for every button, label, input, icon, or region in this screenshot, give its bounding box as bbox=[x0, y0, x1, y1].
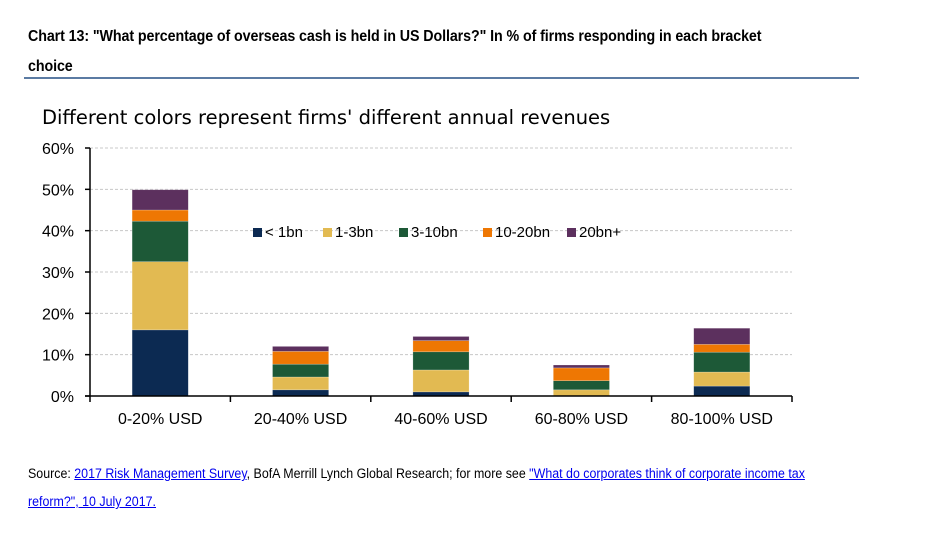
report-link[interactable]: "What do corporates think of corporate i… bbox=[28, 466, 805, 509]
legend-item: 20bn+ bbox=[567, 224, 621, 241]
source-prefix: Source: bbox=[28, 466, 75, 481]
y-tick-label: 10% bbox=[42, 348, 74, 365]
bar-segment bbox=[553, 389, 610, 397]
legend-label: 10-20bn bbox=[495, 224, 550, 241]
bar-segment bbox=[553, 367, 610, 382]
bar-segment bbox=[693, 385, 751, 397]
legend-label: 20bn+ bbox=[579, 224, 621, 241]
bar-segment bbox=[131, 329, 189, 397]
legend-label: < 1bn bbox=[265, 224, 303, 241]
y-tick-label: 60% bbox=[42, 141, 74, 158]
header-divider bbox=[24, 77, 859, 79]
gridlines bbox=[90, 147, 792, 356]
bar-segment bbox=[412, 351, 470, 371]
bar-segment bbox=[693, 327, 751, 345]
y-tick-label: 0% bbox=[51, 389, 74, 406]
bar-segment bbox=[412, 369, 470, 393]
bar-segment bbox=[272, 389, 329, 397]
legend-swatch bbox=[323, 228, 332, 237]
bar-segment bbox=[131, 261, 189, 331]
y-tick-label: 40% bbox=[42, 224, 74, 241]
source-note: Source: 2017 Risk Management Survey, Bof… bbox=[28, 460, 819, 516]
chart-subtitle: Different colors represent firms' differ… bbox=[42, 106, 610, 129]
bar-segment bbox=[412, 340, 470, 353]
bar-segment bbox=[272, 363, 329, 378]
legend-item: 10-20bn bbox=[483, 224, 550, 241]
legend-item: 1-3bn bbox=[323, 224, 373, 241]
legend-item: < 1bn bbox=[253, 224, 303, 241]
y-tick-label: 50% bbox=[42, 182, 74, 199]
legend-label: 3-10bn bbox=[411, 224, 458, 241]
bar-segment bbox=[131, 220, 189, 262]
bar-segment bbox=[553, 364, 610, 369]
legend-swatch bbox=[567, 228, 576, 237]
bar-segment bbox=[131, 209, 189, 222]
source-middle: , BofA Merrill Lynch Global Research; fo… bbox=[246, 466, 530, 481]
y-tick-label: 30% bbox=[42, 265, 74, 282]
legend-label: 1-3bn bbox=[335, 224, 373, 241]
x-tick-label: 20-40% USD bbox=[254, 411, 347, 428]
axes: 0% 10% 20% 30% 40% 50% 60% 0-20% USD 20-40% USD 4… bbox=[42, 141, 793, 428]
y-tick-label: 20% bbox=[42, 306, 74, 323]
bar-segment bbox=[553, 380, 610, 391]
bars bbox=[131, 189, 751, 397]
bar-segment bbox=[272, 351, 329, 365]
bar-segment bbox=[693, 371, 751, 387]
legend-swatch bbox=[253, 228, 262, 237]
bar-segment bbox=[131, 189, 189, 211]
bar-segment bbox=[693, 351, 751, 373]
bar-segment bbox=[272, 346, 329, 352]
survey-link[interactable]: 2017 Risk Management Survey bbox=[74, 466, 247, 481]
legend-swatch bbox=[483, 228, 492, 237]
legend-swatch bbox=[399, 228, 408, 237]
bar-segment bbox=[412, 336, 470, 341]
x-tick-label: 80-100% USD bbox=[671, 411, 773, 428]
legend-item: 3-10bn bbox=[399, 224, 458, 241]
legend: < 1bn 1-3bn 3-10bn 10-20bn 20bn+ bbox=[253, 224, 621, 241]
x-tick-label: 60-80% USD bbox=[535, 411, 628, 428]
bar-segment bbox=[693, 344, 751, 353]
x-tick-label: 40-60% USD bbox=[394, 411, 487, 428]
chart-title: Chart 13: "What percentage of overseas c… bbox=[28, 28, 762, 75]
bar-segment bbox=[272, 376, 329, 391]
x-tick-label: 0-20% USD bbox=[118, 411, 202, 428]
